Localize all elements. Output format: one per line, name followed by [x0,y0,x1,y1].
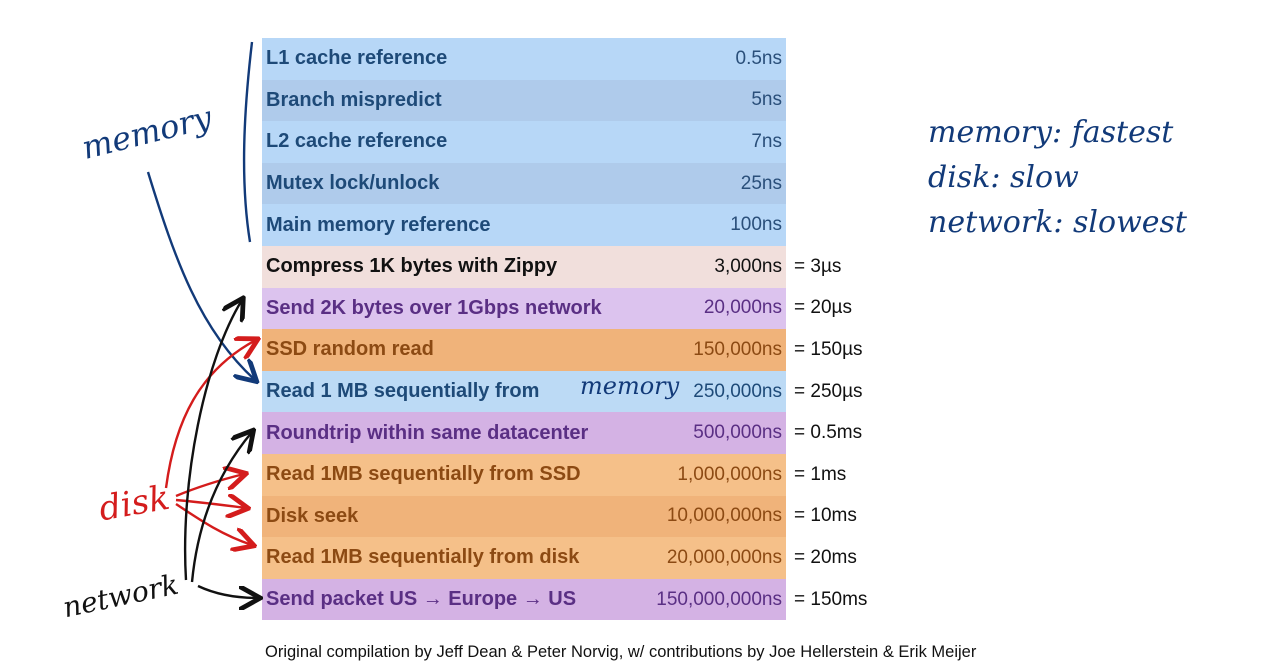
latency-label: Mutex lock/unlock [266,172,440,195]
notes-handwriting: memory: fastest disk: slow network: slow… [928,110,1187,245]
latency-row: Main memory reference 100ns [262,204,786,246]
latency-conversion: = 3µs [794,255,842,277]
memory-inline-handwriting: memory [580,372,680,400]
network-arrow-send2k [183,300,242,581]
latency-conversion: = 250µs [794,380,863,402]
latency-label: Send 2K bytes over 1Gbps network [266,296,602,319]
latency-conversion: = 1ms [794,463,847,485]
latency-conversion: = 150µs [794,338,863,360]
latency-conversion: = 150ms [794,588,868,610]
latency-conversion: = 0.5ms [794,422,863,444]
latency-label: Read 1MB sequentially from disk [266,546,580,569]
caption: Original compilation by Jeff Dean & Pete… [265,643,977,661]
latency-value: 20,000ns [703,297,782,319]
latency-value: 7ns [751,130,782,152]
latency-value: 25ns [740,172,782,194]
latency-table: L1 cache reference 0.5ns Branch mispredict… [262,38,867,621]
latency-conversion: = 10ms [794,505,857,527]
latency-row: Branch mispredict 5ns [262,79,786,122]
latency-row: Send packet US → Europe → US 150,000,000n… [262,578,867,621]
latency-value: 150,000ns [693,338,782,360]
latency-value: 3,000ns [714,255,782,277]
latency-value: 10,000,000ns [666,505,782,527]
latency-row: SSD random read 150,000ns = 150µs [262,329,863,371]
latency-row: Read 1 MB sequentially from 250,000ns = 25… [262,370,863,413]
latency-row: Roundtrip within same datacenter 500,000n… [262,412,862,454]
latency-label: Main memory reference [266,213,491,236]
note-network: network: slowest [928,205,1187,240]
latency-value: 20,000,000ns [666,546,782,568]
disk-arrow-ssd-seq [175,474,244,498]
latency-value: 100ns [730,214,782,236]
latency-label: SSD random read [266,338,434,361]
latency-label: Send packet US → Europe → US [266,588,577,611]
disk-arrow-ssd-random [164,340,256,489]
latency-label: L2 cache reference [266,130,448,153]
latency-conversion: = 20ms [794,546,857,568]
note-disk: disk: slow [928,160,1079,195]
latency-row: Compress 1K bytes with Zippy 3,000ns = 3µs [262,245,841,288]
latency-value: 150,000,000ns [656,588,782,610]
latency-label: Branch mispredict [266,88,442,111]
latency-label: L1 cache reference [266,47,448,70]
latency-label: Read 1 MB sequentially from [266,380,540,403]
latency-row: L2 cache reference 7ns [262,121,786,163]
memory-arrow [146,171,255,380]
latency-label: Roundtrip within same datacenter [266,421,589,444]
latency-label: Compress 1K bytes with Zippy [266,255,558,278]
latency-row: Send 2K bytes over 1Gbps network 20,000ns… [262,287,852,330]
memory-bracket [242,41,254,243]
latency-conversion: = 20µs [794,297,852,319]
latency-value: 0.5ns [735,47,782,69]
latency-value: 1,000,000ns [677,463,782,485]
latency-label: Disk seek [266,504,359,527]
latency-row: Disk seek 10,000,000ns = 10ms [262,495,857,538]
latency-label: Read 1MB sequentially from SSD [266,463,581,486]
latency-row: L1 cache reference 0.5ns [262,38,786,80]
latency-value: 250,000ns [693,380,782,402]
latency-row: Read 1MB sequentially from disk 20,000,00… [262,537,857,579]
network-arrow-roundtrip [190,432,252,583]
latency-row: Mutex lock/unlock 25ns [262,162,786,205]
note-memory: memory: fastest [928,115,1174,150]
latency-row: Read 1MB sequentially from SSD 1,000,000n… [262,453,846,496]
disk-arrow-seq-disk [175,503,252,545]
latency-value: 500,000ns [693,422,782,444]
latency-value: 5ns [751,89,782,111]
network-arrow-packet [197,584,258,598]
